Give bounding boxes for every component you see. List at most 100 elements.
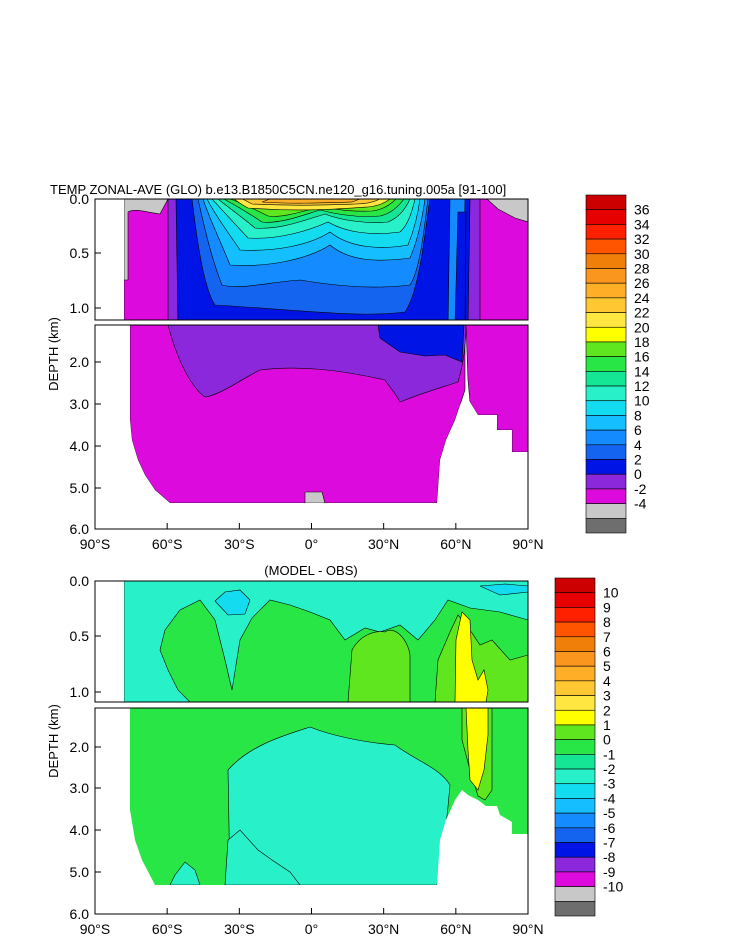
- colorbar-swatch: [585, 341, 627, 357]
- colorbar-swatch: [585, 518, 627, 534]
- colorbar-label: 24: [634, 290, 650, 306]
- colorbar-label: 4: [603, 673, 611, 689]
- colorbar-swatch: [554, 709, 596, 726]
- colorbar-swatch: [554, 680, 596, 696]
- colorbar-label: 8: [634, 407, 642, 423]
- y-tick-label: 0.5: [70, 628, 90, 644]
- x-tick-label: 60°N: [440, 536, 471, 552]
- colorbar-swatch: [554, 592, 596, 608]
- colorbar-label: 9: [603, 599, 611, 615]
- diff-xticks: 90°S 60°S 30°S 0° 30°N 60°N 90°N: [80, 908, 544, 937]
- x-tick-label: 0°: [305, 536, 318, 552]
- colorbar-label: 8: [603, 614, 611, 630]
- diff-panel: (MODEL - OBS) DEPTH (km) 0.0 0.5 1.0 2.0 3.…: [46, 563, 623, 937]
- temp-yticks-lower: 2.0 3.0 4.0 5.0 6.0: [70, 354, 101, 537]
- y-tick-label: 5.0: [70, 864, 90, 880]
- colorbar-swatch: [554, 871, 596, 887]
- colorbar-label: -10: [603, 879, 623, 895]
- temp-title: TEMP ZONAL-AVE (GLO) b.e13.B1850C5CN.ne1…: [50, 182, 506, 197]
- x-tick-label: 90°S: [80, 536, 111, 552]
- x-tick-label: 30°N: [368, 536, 399, 552]
- colorbar-label: 30: [634, 246, 650, 262]
- colorbar-swatch: [585, 429, 627, 446]
- colorbar-label: 10: [603, 585, 619, 601]
- colorbar-label: -5: [603, 805, 616, 821]
- colorbar-label: 2: [634, 452, 642, 468]
- colorbar-swatch: [585, 268, 627, 284]
- colorbar-swatch: [554, 739, 596, 755]
- diff-yticks-lower: 2.0 3.0 4.0 5.0 6.0: [70, 739, 101, 922]
- colorbar-label: 34: [634, 216, 650, 232]
- y-tick-label: 4.0: [70, 438, 90, 454]
- temp-upper-grey-ne: [486, 199, 528, 223]
- x-tick-label: 90°N: [512, 536, 543, 552]
- x-tick-label: 30°N: [368, 921, 399, 937]
- x-tick-label: 0°: [305, 921, 318, 937]
- colorbar-label: 4: [634, 437, 642, 453]
- colorbar-label: 20: [634, 319, 650, 335]
- colorbar-swatch: [554, 812, 596, 829]
- temp-upper-grey-sw: [123, 199, 169, 281]
- y-tick-label: 1.0: [70, 300, 90, 316]
- diff-yticks-upper: 0.0 0.5 1.0: [70, 573, 101, 700]
- x-tick-label: 90°N: [512, 921, 543, 937]
- colorbar-label: 2: [603, 702, 611, 718]
- colorbar-label: 7: [603, 629, 611, 645]
- colorbar-swatch: [554, 842, 596, 858]
- colorbar-label: -4: [634, 496, 647, 512]
- diff-upper-blue-patch: [214, 589, 251, 616]
- diff-lower-land-mask: [95, 708, 528, 914]
- colorbar-label: 26: [634, 275, 650, 291]
- temp-xticks: 90°S 60°S 30°S 0° 30°N 60°N 90°N: [80, 523, 544, 552]
- diff-upper-yellow: [454, 611, 489, 702]
- temp-lower-land-mask: [95, 325, 528, 529]
- temp-panel: TEMP ZONAL-AVE (GLO) b.e13.B1850C5CN.ne1…: [46, 182, 650, 552]
- colorbar-swatch: [585, 253, 627, 269]
- diff-lower-cyan-s: [224, 829, 301, 886]
- colorbar-swatch: [585, 400, 627, 416]
- temp-upper-frame: [94, 198, 529, 321]
- y-tick-label: 6.0: [70, 906, 90, 922]
- y-tick-label: 2.0: [70, 354, 90, 370]
- temp-ylabel: DEPTH (km): [46, 317, 61, 391]
- colorbar-swatch: [554, 695, 596, 711]
- colorbar-swatch: [554, 798, 596, 814]
- colorbar-label: 32: [634, 231, 650, 247]
- y-tick-label: 4.0: [70, 822, 90, 838]
- colorbar-swatch: [554, 768, 596, 785]
- colorbar-label: 14: [634, 363, 650, 379]
- y-tick-label: 0.5: [70, 245, 90, 261]
- colorbar-swatch: [585, 356, 627, 372]
- y-tick-label: 1.0: [70, 684, 90, 700]
- colorbar-swatch: [554, 621, 596, 638]
- colorbar-swatch: [554, 636, 596, 652]
- colorbar-swatch: [585, 488, 627, 504]
- y-tick-label: 5.0: [70, 480, 90, 496]
- colorbar-label: -2: [634, 481, 647, 497]
- x-tick-label: 90°S: [80, 921, 111, 937]
- colorbar-label: 18: [634, 334, 650, 350]
- colorbar-swatch: [554, 577, 596, 593]
- x-tick-label: 60°N: [440, 921, 471, 937]
- colorbar-label: -4: [603, 790, 616, 806]
- diff-upper-lime-mid: [347, 630, 411, 702]
- colorbar-label: 3: [603, 688, 611, 704]
- diff-lower-yellow: [465, 708, 489, 791]
- colorbar-swatch: [554, 754, 596, 770]
- x-tick-label: 30°S: [224, 536, 255, 552]
- colorbar-swatch: [585, 238, 627, 255]
- colorbar-label: -2: [603, 761, 616, 777]
- colorbar-swatch: [554, 607, 596, 623]
- colorbar-swatch: [585, 503, 627, 519]
- colorbar-swatch: [554, 827, 596, 843]
- colorbar-swatch: [554, 665, 596, 682]
- colorbar-label: -3: [603, 776, 616, 792]
- colorbar-label: -9: [603, 864, 616, 880]
- colorbar-swatch: [585, 415, 627, 431]
- colorbar-swatch: [585, 444, 627, 460]
- colorbar-swatch: [585, 459, 627, 475]
- colorbar-swatch: [585, 326, 627, 343]
